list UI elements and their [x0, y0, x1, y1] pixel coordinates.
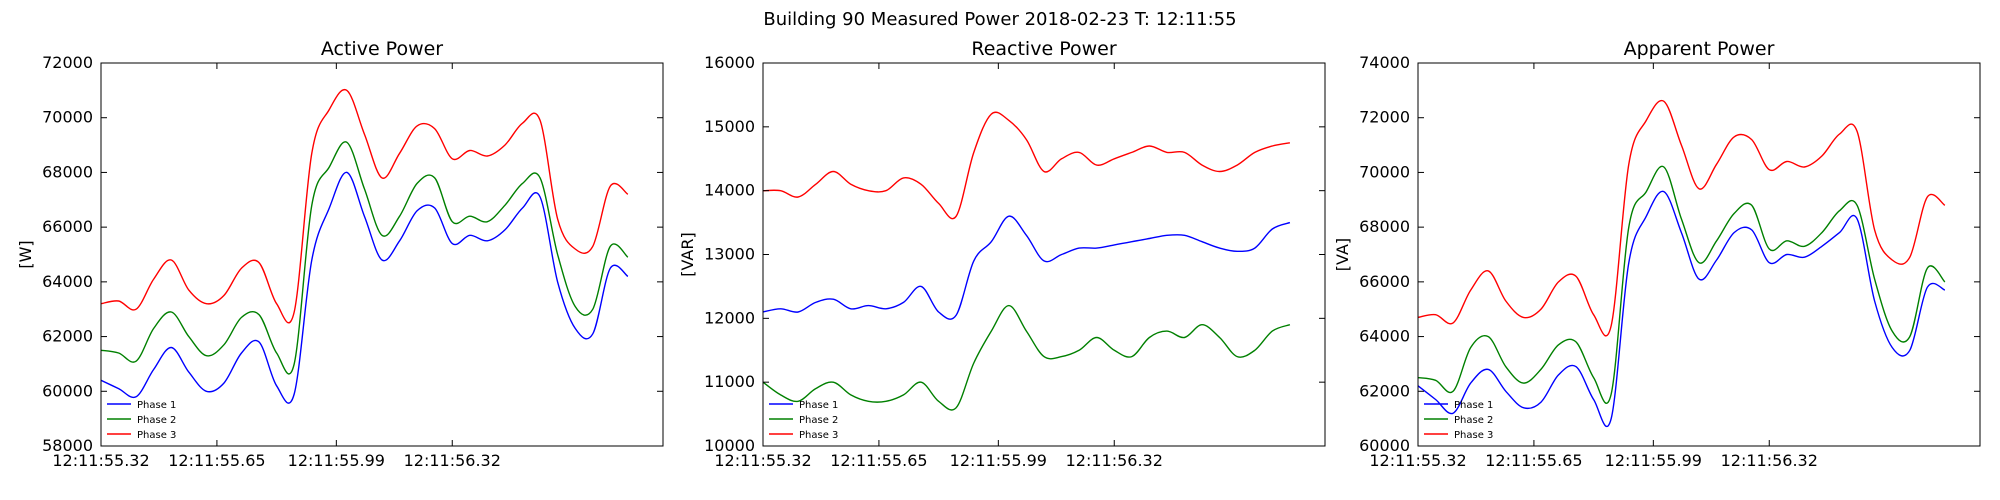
series-line-phase-1 [100, 171, 629, 404]
y-axis-label: [VA] [1333, 238, 1352, 271]
legend-label: Phase 1 [1454, 400, 1493, 411]
y-tick-label: 68000 [42, 162, 93, 181]
y-tick-label: 72000 [1359, 108, 1410, 127]
chart-panel-3: Apparent Power 60000 62000 64000 66000 68000 7… [1333, 38, 1981, 470]
x-tick-label: 12:11:55.65 [168, 451, 265, 470]
x-tick-label: 12:11:56.32 [1066, 451, 1163, 470]
plot-frame [100, 62, 664, 447]
series-line-phase-3 [100, 88, 629, 324]
chart-title: Apparent Power [1624, 38, 1775, 60]
legend: Phase 1 Phase 2 Phase 3 [107, 400, 176, 441]
y-tick-label: 14000 [704, 181, 755, 200]
legend-label: Phase 1 [799, 400, 838, 411]
y-tick-label: 64000 [42, 272, 93, 291]
chart-panel-2: Reactive Power 10000 11000 12000 13000 14000 1… [678, 38, 1326, 470]
y-tick-label: 60000 [42, 381, 93, 400]
legend-label: Phase 3 [137, 430, 176, 441]
y-tick-label: 64000 [1359, 327, 1410, 346]
y-tick-label: 15000 [704, 117, 755, 136]
legend-label: Phase 2 [1454, 415, 1493, 426]
y-tick-label: 70000 [1359, 162, 1410, 181]
y-tick-label: 70000 [42, 108, 93, 127]
y-tick-label: 66000 [1359, 272, 1410, 291]
series-line-phase-1 [762, 215, 1291, 320]
y-tick-label: 74000 [1359, 53, 1410, 72]
legend-label: Phase 3 [799, 430, 838, 441]
series-line-phase-3 [762, 111, 1291, 220]
legend: Phase 1 Phase 2 Phase 3 [769, 400, 838, 441]
series-line-phase-3 [1417, 99, 1946, 337]
panels: Active Power 58000 60000 62000 64000 66000 680… [16, 38, 1981, 470]
y-tick-label: 58000 [42, 436, 93, 455]
plot-frame [1417, 62, 1981, 447]
y-tick-label: 13000 [704, 245, 755, 264]
chart-title: Reactive Power [971, 38, 1116, 60]
series-line-phase-2 [762, 304, 1291, 411]
x-tick-label: 12:11:55.32 [52, 451, 149, 470]
y-tick-label: 62000 [1359, 381, 1410, 400]
figure-title: Building 90 Measured Power 2018-02-23 T:… [763, 9, 1236, 30]
series-line-phase-2 [100, 141, 629, 375]
legend-label: Phase 2 [137, 415, 176, 426]
x-tick-label: 12:11:55.32 [714, 451, 811, 470]
x-tick-label: 12:11:55.32 [1369, 451, 1466, 470]
y-axis-label: [W] [16, 240, 35, 268]
x-tick-label: 12:11:55.65 [830, 451, 927, 470]
y-tick-label: 16000 [704, 53, 755, 72]
plot-frame [762, 62, 1326, 447]
legend-label: Phase 1 [137, 400, 176, 411]
x-tick-label: 12:11:55.65 [1485, 451, 1582, 470]
x-tick-label: 12:11:55.99 [1605, 451, 1702, 470]
y-tick-label: 60000 [1359, 436, 1410, 455]
y-tick-label: 66000 [42, 217, 93, 236]
series-line-phase-2 [1417, 165, 1946, 404]
y-tick-label: 62000 [42, 327, 93, 346]
y-tick-label: 12000 [704, 308, 755, 327]
x-tick-label: 12:11:56.32 [1721, 451, 1818, 470]
x-tick-label: 12:11:55.99 [288, 451, 385, 470]
legend: Phase 1 Phase 2 Phase 3 [1424, 400, 1493, 441]
y-tick-label: 72000 [42, 53, 93, 72]
series-line-phase-1 [1417, 190, 1946, 428]
y-axis-label: [VAR] [678, 232, 697, 276]
y-tick-label: 68000 [1359, 217, 1410, 236]
chart-panel-1: Active Power 58000 60000 62000 64000 66000 680… [16, 38, 664, 470]
x-tick-label: 12:11:55.99 [950, 451, 1047, 470]
legend-label: Phase 3 [1454, 430, 1493, 441]
chart-title: Active Power [321, 38, 443, 60]
y-tick-label: 10000 [704, 436, 755, 455]
x-tick-label: 12:11:56.32 [404, 451, 501, 470]
y-tick-label: 11000 [704, 372, 755, 391]
legend-label: Phase 2 [799, 415, 838, 426]
